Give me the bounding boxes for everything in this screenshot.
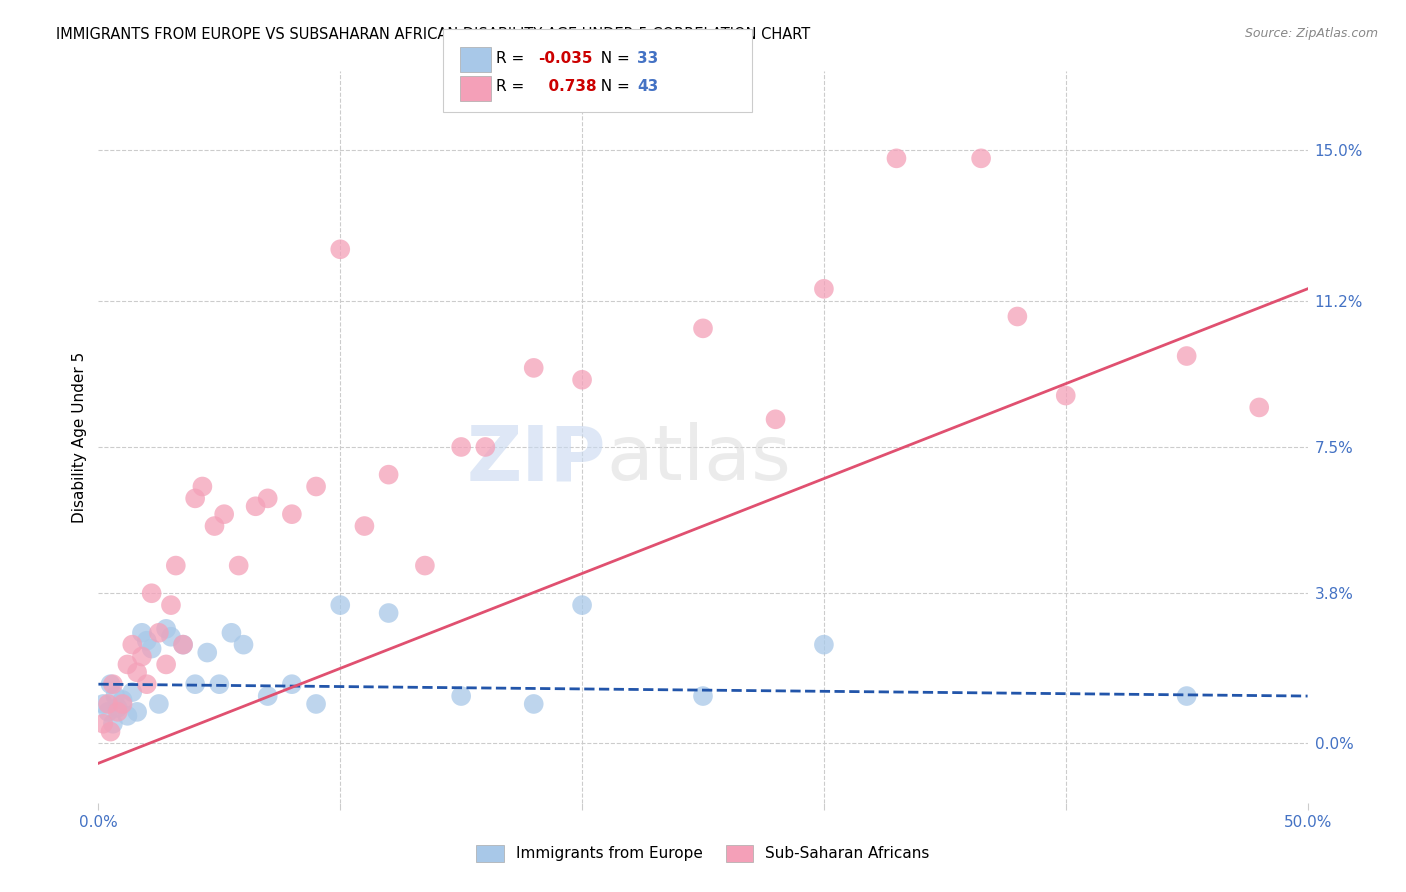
Point	[100, 677, 122, 691]
Text: N =: N =	[591, 79, 634, 94]
Point	[104, 689, 127, 703]
Point	[148, 625, 170, 640]
Point	[1007, 310, 1029, 324]
Point	[97, 705, 120, 719]
Point	[97, 697, 120, 711]
Text: 43: 43	[637, 79, 658, 94]
Point	[172, 638, 194, 652]
Point	[228, 558, 250, 573]
Point	[523, 697, 546, 711]
Legend: Immigrants from Europe, Sub-Saharan Africans: Immigrants from Europe, Sub-Saharan Afri…	[470, 838, 936, 868]
Text: ZIP: ZIP	[467, 422, 606, 496]
Point	[329, 598, 352, 612]
Point	[160, 598, 183, 612]
Point	[135, 633, 157, 648]
Point	[281, 677, 304, 691]
Point	[91, 697, 114, 711]
Point	[184, 491, 207, 506]
Point	[377, 606, 399, 620]
Point	[813, 638, 835, 652]
Point	[692, 321, 714, 335]
Point	[91, 716, 114, 731]
Point	[221, 625, 243, 640]
Text: R =: R =	[496, 79, 530, 94]
Point	[281, 507, 304, 521]
Point	[121, 685, 143, 699]
Point	[571, 598, 593, 612]
Point	[141, 586, 163, 600]
Point	[523, 360, 546, 375]
Point	[474, 440, 496, 454]
Point	[127, 665, 149, 680]
Text: -0.035: -0.035	[538, 52, 593, 66]
Point	[111, 693, 134, 707]
Point	[191, 479, 214, 493]
Point	[111, 697, 134, 711]
Y-axis label: Disability Age Under 5: Disability Age Under 5	[72, 351, 87, 523]
Point	[100, 724, 122, 739]
Point	[204, 519, 226, 533]
Point	[131, 625, 153, 640]
Point	[377, 467, 399, 482]
Text: N =: N =	[591, 52, 634, 66]
Point	[1054, 388, 1077, 402]
Point	[101, 677, 124, 691]
Point	[212, 507, 235, 521]
Point	[208, 677, 231, 691]
Point	[245, 500, 267, 514]
Point	[107, 701, 129, 715]
Point	[970, 152, 993, 166]
Point	[117, 657, 139, 672]
Point	[135, 677, 157, 691]
Point	[765, 412, 787, 426]
Point	[571, 373, 593, 387]
Point	[165, 558, 187, 573]
Text: 0.738: 0.738	[538, 79, 598, 94]
Point	[1175, 349, 1198, 363]
Point	[450, 440, 472, 454]
Point	[256, 689, 278, 703]
Point	[1175, 689, 1198, 703]
Point	[131, 649, 153, 664]
Point	[813, 282, 835, 296]
Point	[155, 622, 177, 636]
Text: IMMIGRANTS FROM EUROPE VS SUBSAHARAN AFRICAN DISABILITY AGE UNDER 5 CORRELATION : IMMIGRANTS FROM EUROPE VS SUBSAHARAN AFR…	[56, 27, 810, 42]
Point	[305, 697, 328, 711]
Point	[886, 152, 908, 166]
Text: Source: ZipAtlas.com: Source: ZipAtlas.com	[1244, 27, 1378, 40]
Point	[172, 638, 194, 652]
Point	[141, 641, 163, 656]
Text: 33: 33	[637, 52, 658, 66]
Text: R =: R =	[496, 52, 530, 66]
Point	[117, 708, 139, 723]
Text: atlas: atlas	[606, 422, 792, 496]
Point	[184, 677, 207, 691]
Point	[121, 638, 143, 652]
Point	[148, 697, 170, 711]
Point	[195, 646, 218, 660]
Point	[305, 479, 328, 493]
Point	[692, 689, 714, 703]
Point	[160, 630, 183, 644]
Point	[256, 491, 278, 506]
Point	[413, 558, 436, 573]
Point	[450, 689, 472, 703]
Point	[1249, 401, 1271, 415]
Point	[155, 657, 177, 672]
Point	[232, 638, 254, 652]
Point	[127, 705, 149, 719]
Point	[353, 519, 375, 533]
Point	[107, 705, 129, 719]
Point	[101, 716, 124, 731]
Point	[329, 242, 352, 256]
